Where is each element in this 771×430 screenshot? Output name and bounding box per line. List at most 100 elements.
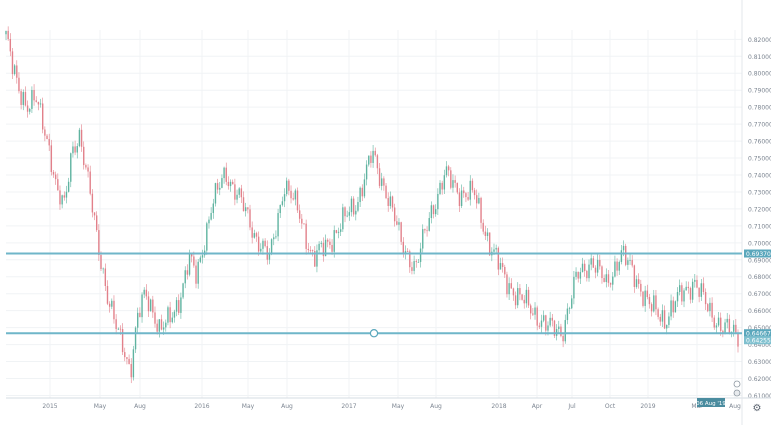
candle-body: [547, 325, 549, 331]
candle-body: [620, 250, 623, 262]
x-tick-label: Apr: [532, 403, 543, 410]
candle-body: [216, 183, 219, 190]
candle-body: [311, 250, 314, 252]
candle-body: [337, 231, 340, 233]
candle-body: [678, 285, 681, 293]
candle-body: [681, 285, 683, 302]
candle-body: [484, 231, 487, 236]
candle-body: [562, 335, 564, 342]
candle-body: [553, 320, 556, 336]
y-tick-label: 0.63000: [748, 359, 771, 366]
candle-body: [18, 77, 20, 92]
settings-gear-icon[interactable]: ⚙: [753, 403, 762, 414]
candle-body: [210, 213, 212, 220]
candle-body: [113, 300, 115, 320]
candle-body: [437, 193, 439, 210]
candle-body: [117, 328, 119, 330]
candle-body: [342, 207, 344, 230]
candle-body: [713, 317, 715, 328]
candle-body: [100, 255, 102, 270]
candle-body: [586, 270, 588, 279]
candle-body: [352, 198, 355, 215]
time-tag-label: 06 Aug '19: [696, 401, 726, 407]
y-tick-label: 0.72000: [748, 206, 771, 213]
candle-body: [35, 100, 37, 102]
candle-body: [195, 265, 197, 284]
candle-body: [57, 179, 59, 191]
candle-body: [331, 244, 333, 252]
candle-body: [119, 328, 122, 330]
candle-body: [158, 319, 161, 332]
candle-body: [512, 288, 515, 296]
candle-body: [193, 256, 195, 266]
candle-body: [290, 190, 292, 199]
candle-body: [139, 312, 141, 318]
candle-body: [728, 318, 731, 333]
candle-body: [232, 181, 234, 185]
candle-body: [76, 146, 78, 153]
candle-body: [104, 268, 107, 286]
candle-body: [413, 261, 415, 271]
candle-body: [95, 215, 98, 231]
candle-body: [389, 196, 392, 206]
candle-body: [253, 233, 256, 238]
candle-body: [685, 286, 687, 291]
candle-body: [631, 260, 633, 266]
candle-body: [292, 198, 294, 200]
candle-body: [242, 197, 245, 212]
candle-body: [186, 270, 189, 275]
candle-body: [65, 191, 68, 198]
candle-body: [37, 101, 40, 105]
candle-body: [270, 239, 273, 254]
x-tick-label: Aug: [430, 403, 442, 410]
candle-body: [517, 288, 519, 306]
candle-body: [214, 183, 217, 204]
candle-body: [488, 232, 491, 256]
candle-body: [592, 258, 595, 268]
candle-body: [85, 165, 87, 168]
candle-body: [357, 202, 359, 211]
candle-body: [393, 207, 396, 222]
candle-body: [141, 294, 143, 318]
candle-body: [560, 326, 562, 336]
candle-body: [72, 146, 74, 154]
candle-body: [625, 245, 627, 265]
candle-body: [121, 328, 124, 353]
candle-body: [98, 230, 100, 256]
candle-body: [687, 286, 690, 289]
candle-body: [257, 236, 260, 252]
candle-body: [445, 166, 448, 176]
candle-body: [63, 195, 66, 198]
candle-body: [540, 320, 543, 327]
candle-body: [288, 180, 290, 191]
candle-body: [432, 205, 435, 215]
candle-body: [80, 129, 83, 147]
x-tick-label: 2018: [491, 403, 506, 410]
scale-marker-icon: [733, 389, 741, 397]
candle-body: [359, 187, 361, 203]
candle-body: [132, 349, 135, 378]
candle-body: [482, 222, 484, 232]
candle-body: [165, 322, 167, 328]
candle-body: [368, 155, 370, 165]
candle-body: [294, 190, 297, 200]
candle-body: [666, 324, 668, 329]
candle-body: [7, 30, 9, 39]
candle-body: [238, 188, 240, 195]
candle-body: [333, 230, 335, 252]
candle-body: [42, 103, 44, 130]
candle-body: [279, 204, 281, 214]
candle-body: [707, 304, 709, 312]
candle-body: [74, 146, 76, 153]
candle-body: [22, 92, 24, 105]
candle-body: [260, 248, 262, 252]
candle-body: [616, 261, 618, 271]
candle-body: [39, 103, 42, 105]
candle-body: [558, 326, 560, 330]
candle-body: [188, 253, 191, 275]
candle-body: [9, 38, 12, 52]
candle-body: [735, 324, 737, 333]
candle-body: [355, 210, 357, 215]
candle-body: [426, 230, 428, 232]
